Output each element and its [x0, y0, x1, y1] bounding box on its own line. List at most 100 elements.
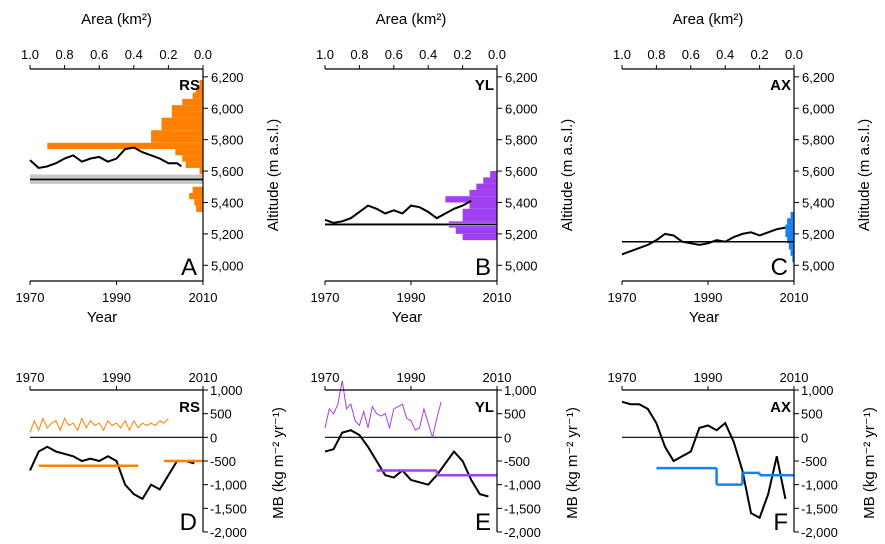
- altitude-series-line: [621, 226, 786, 256]
- altitude-series-line: [324, 200, 472, 224]
- hypsometry-bar: [182, 155, 203, 162]
- hypsometry-bar: [790, 211, 794, 219]
- area-tick-label: 0.0: [785, 47, 803, 62]
- hypsometry-bar: [787, 218, 794, 225]
- year-tick-label: 1990: [694, 290, 723, 305]
- hypsometry-bar: [192, 92, 203, 99]
- year-tick-label: 1970: [311, 370, 340, 385]
- altitude-tick-label: 5,600: [505, 164, 538, 179]
- mb-tick-label: -1,000: [210, 478, 247, 493]
- panel-A: 1.0 0.8 0.6 0.4 0.2 0.0 Area (km²) 1970 1990 2010…: [16, 11, 282, 326]
- mb-tick-label: -1,500: [210, 501, 247, 516]
- hypsometry-bar: [196, 205, 203, 212]
- hypsometry-bar: [189, 193, 203, 200]
- year-tick-label: 1970: [16, 370, 45, 385]
- hypsometry-bar: [171, 105, 203, 112]
- panel-letter: A: [181, 254, 197, 281]
- mass-balance-line: [324, 429, 489, 498]
- hypsometry-bar: [469, 189, 497, 197]
- area-tick-label: 0.6: [385, 47, 403, 62]
- year-tick-label: 1990: [397, 370, 426, 385]
- area-tick-label: 0.6: [682, 47, 700, 62]
- area-tick-label: 0.0: [194, 47, 212, 62]
- hypsometry-bar: [455, 227, 497, 234]
- altitude-series-line: [29, 146, 182, 170]
- mb-tick-label: -1,500: [504, 501, 541, 516]
- altitude-tick-label: 6,000: [505, 101, 538, 116]
- top-axis-title: Area (km²): [376, 11, 447, 28]
- altitude-tick-label: 5,000: [211, 258, 244, 273]
- year-tick-label: 1970: [311, 290, 340, 305]
- area-tick-label: 0.4: [125, 47, 143, 62]
- area-tick-label: 0.0: [488, 47, 506, 62]
- altitude-tick-label: 6,200: [802, 70, 835, 85]
- panel-C: 1.0 0.8 0.6 0.4 0.2 0.0 Area (km²) 1970 1990 2010…: [608, 11, 873, 326]
- panel-B: 1.0 0.8 0.6 0.4 0.2 0.0 Area (km²) 1970 1990 2010…: [311, 11, 576, 326]
- altitude-tick-label: 5,000: [505, 258, 538, 273]
- year-tick-label: 1990: [694, 370, 723, 385]
- hypsometry-bar: [199, 167, 203, 175]
- hypsometry-bar: [792, 255, 794, 263]
- hypsometry-bar: [47, 142, 203, 150]
- altitude-tick-label: 5,000: [802, 258, 835, 273]
- mb-tick-label: -2,000: [210, 525, 247, 540]
- panel-D: 1970 1990 2010 -2,000 -1,500 -1,000 -500 0 500 1,…: [16, 370, 287, 540]
- altitude-tick-label: 5,800: [211, 133, 244, 148]
- x-axis-title: Year: [689, 309, 719, 326]
- altitude-tick-label: 5,600: [802, 164, 835, 179]
- mb-tick-label: -1,000: [801, 478, 838, 493]
- area-tick-label: 0.4: [419, 47, 437, 62]
- mb-tick-label: 1,000: [210, 383, 243, 398]
- site-code: YL: [475, 399, 494, 416]
- year-tick-label: 2010: [189, 370, 218, 385]
- area-tick-label: 0.2: [454, 47, 472, 62]
- panel-letter: D: [180, 509, 197, 536]
- year-tick-label: 1990: [397, 290, 426, 305]
- mb-tick-label: -2,000: [504, 525, 541, 540]
- year-tick-label: 2010: [780, 290, 809, 305]
- area-tick-label: 0.8: [56, 47, 74, 62]
- altitude-tick-label: 5,400: [802, 195, 835, 210]
- hypsometry-bar: [151, 130, 203, 137]
- altitude-tick-label: 5,200: [505, 227, 538, 242]
- y-axis-title: MB (kg m⁻² yr⁻¹): [564, 407, 581, 519]
- mb-tick-label: -500: [210, 454, 236, 469]
- panel-letter: C: [771, 254, 788, 281]
- hypsometry-bar: [462, 215, 497, 222]
- area-tick-label: 0.6: [90, 47, 108, 62]
- mb-tick-label: 1,000: [504, 383, 537, 398]
- y-axis-title: MB (kg m⁻² yr⁻¹): [861, 407, 878, 519]
- hypsometry-bar: [490, 171, 497, 178]
- mb-tick-label: -1,000: [504, 478, 541, 493]
- hypsometry-bar: [194, 199, 203, 206]
- x-axis-title: Year: [87, 309, 117, 326]
- hypsometry-bar: [185, 161, 203, 168]
- area-tick-label: 0.8: [647, 47, 665, 62]
- hypsometry-bar: [785, 224, 794, 231]
- area-tick-label: 1.0: [21, 47, 39, 62]
- altitude-tick-label: 6,200: [211, 70, 244, 85]
- year-tick-label: 2010: [189, 290, 218, 305]
- hypsometry-bar: [462, 208, 497, 216]
- x-axis-title: Year: [392, 309, 422, 326]
- hypsometry-bar: [788, 243, 794, 250]
- top-axis-title: Area (km²): [673, 11, 744, 28]
- altitude-tick-label: 6,000: [802, 101, 835, 116]
- site-code: YL: [475, 77, 494, 94]
- y-axis-title: MB (kg m⁻² yr⁻¹): [270, 407, 287, 519]
- area-tick-label: 0.2: [159, 47, 177, 62]
- hypsometry-bar: [199, 79, 203, 87]
- mb-tick-label: 500: [801, 407, 823, 422]
- y-axis-title: Altitude (m a.s.l.): [265, 119, 282, 232]
- hypsometry-bar: [151, 136, 203, 143]
- hypsometry-bar: [161, 123, 203, 131]
- hypsometry-bar: [483, 177, 497, 184]
- year-tick-label: 1970: [608, 290, 637, 305]
- mb-tick-label: 500: [210, 407, 232, 422]
- year-tick-label: 2010: [780, 370, 809, 385]
- hypsometry-bar: [790, 249, 794, 256]
- altitude-tick-label: 5,400: [211, 195, 244, 210]
- y-axis-title: Altitude (m a.s.l.): [856, 119, 873, 232]
- year-tick-label: 1990: [102, 290, 131, 305]
- altitude-tick-label: 5,800: [802, 133, 835, 148]
